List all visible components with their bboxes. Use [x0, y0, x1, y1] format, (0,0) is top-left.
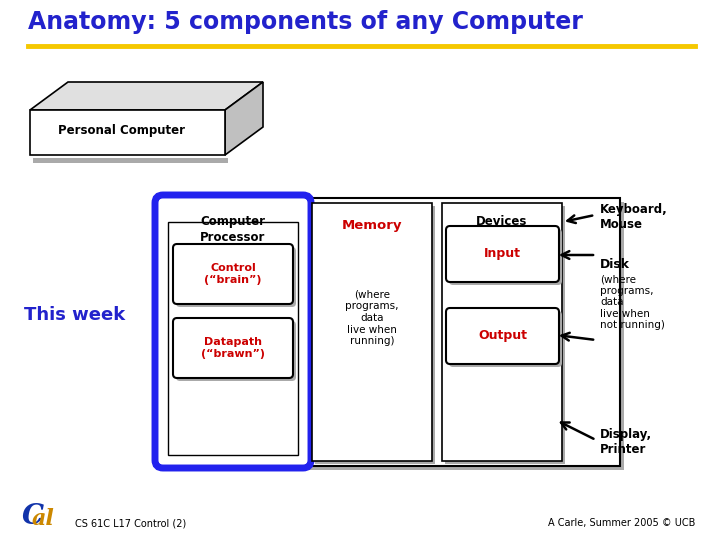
FancyBboxPatch shape — [312, 203, 432, 461]
Text: CS 61C L17 Control (2): CS 61C L17 Control (2) — [75, 518, 186, 528]
Text: Computer: Computer — [200, 215, 266, 228]
Text: This week: This week — [24, 306, 125, 324]
FancyBboxPatch shape — [158, 198, 620, 466]
Text: Processor: Processor — [200, 231, 266, 244]
Text: Output: Output — [478, 329, 527, 342]
Text: Disk: Disk — [600, 258, 630, 271]
FancyBboxPatch shape — [315, 206, 435, 464]
Text: Personal Computer: Personal Computer — [58, 124, 185, 137]
FancyBboxPatch shape — [442, 203, 562, 461]
Text: Devices: Devices — [477, 215, 528, 228]
FancyBboxPatch shape — [176, 321, 296, 381]
FancyBboxPatch shape — [446, 308, 559, 364]
Polygon shape — [30, 82, 263, 110]
FancyBboxPatch shape — [449, 229, 562, 285]
Text: al: al — [32, 508, 55, 530]
Polygon shape — [225, 82, 263, 155]
Text: (where
programs,
data
live when
not running): (where programs, data live when not runn… — [600, 274, 665, 330]
FancyBboxPatch shape — [445, 206, 565, 464]
Text: (where
programs,
data
live when
running): (where programs, data live when running) — [346, 290, 399, 346]
FancyBboxPatch shape — [449, 311, 562, 367]
FancyBboxPatch shape — [176, 247, 296, 307]
FancyBboxPatch shape — [168, 222, 298, 455]
Text: A Carle, Summer 2005 © UCB: A Carle, Summer 2005 © UCB — [548, 518, 695, 528]
Text: Datapath
(“brawn”): Datapath (“brawn”) — [201, 337, 265, 359]
Text: Memory: Memory — [342, 219, 402, 232]
FancyBboxPatch shape — [173, 318, 293, 378]
Text: Anatomy: 5 components of any Computer: Anatomy: 5 components of any Computer — [28, 10, 583, 34]
FancyBboxPatch shape — [155, 195, 311, 468]
FancyBboxPatch shape — [162, 202, 624, 470]
Text: Keyboard,
Mouse: Keyboard, Mouse — [600, 203, 667, 231]
FancyBboxPatch shape — [446, 226, 559, 282]
FancyBboxPatch shape — [30, 110, 225, 155]
Text: C: C — [22, 503, 44, 530]
FancyBboxPatch shape — [173, 244, 293, 304]
Text: Control
(“brain”): Control (“brain”) — [204, 263, 262, 285]
Polygon shape — [33, 158, 228, 163]
Text: Display,
Printer: Display, Printer — [600, 428, 652, 456]
Text: Input: Input — [484, 247, 521, 260]
